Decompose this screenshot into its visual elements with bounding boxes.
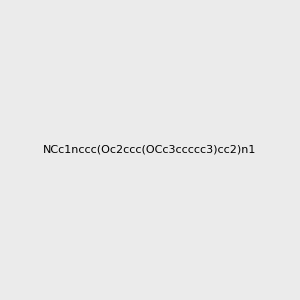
Text: NCc1nccc(Oc2ccc(OCc3ccccc3)cc2)n1: NCc1nccc(Oc2ccc(OCc3ccccc3)cc2)n1 (43, 145, 257, 155)
